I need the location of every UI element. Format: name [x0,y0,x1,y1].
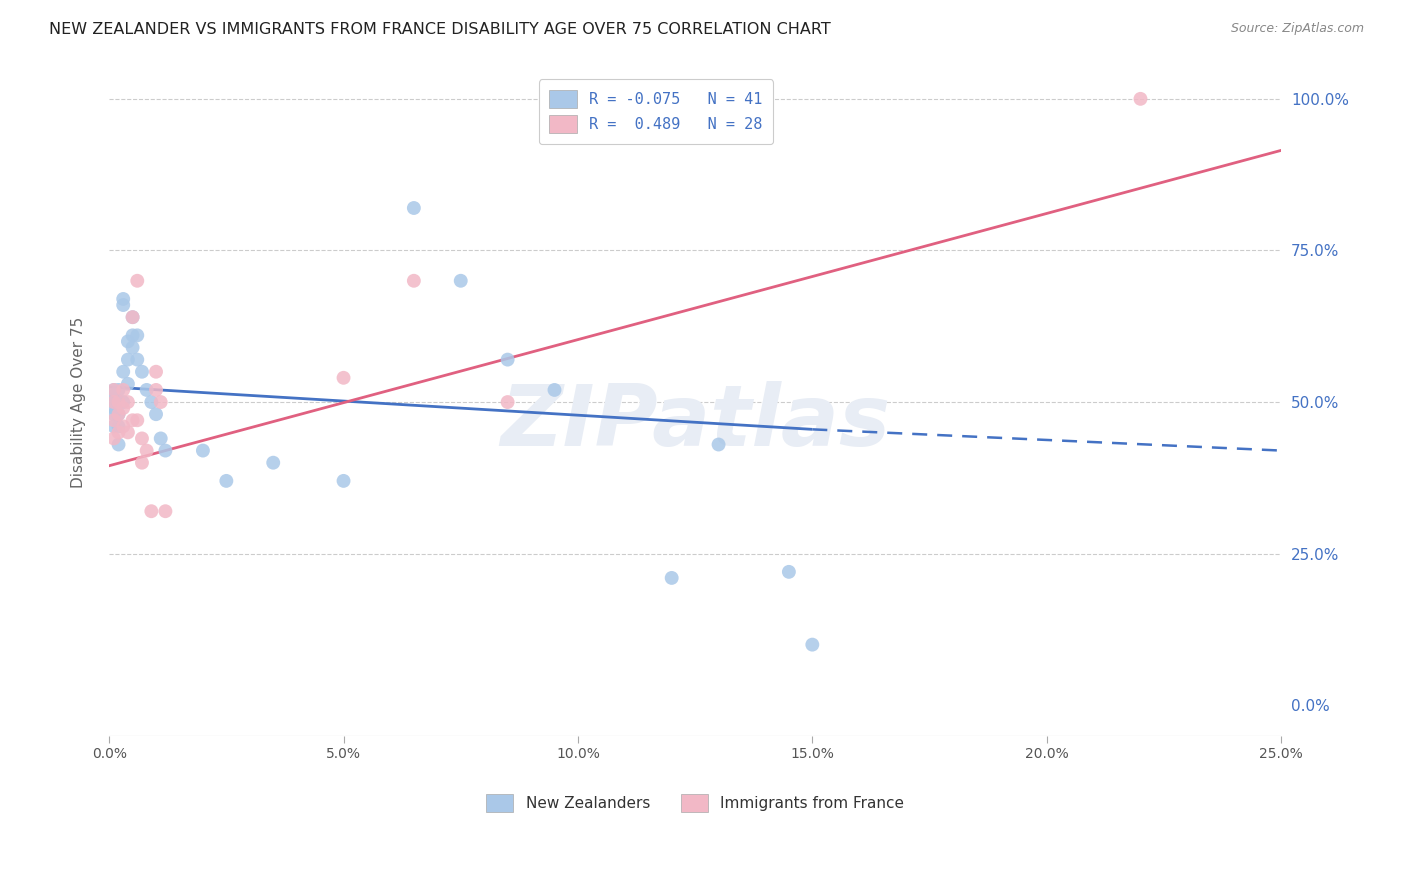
Point [112,383,135,397]
Point [707,437,730,451]
Point [103,383,125,397]
Point [155,504,177,518]
Point [141,395,163,409]
Point [496,395,519,409]
Point [778,565,800,579]
Point [117,334,139,349]
Point [127,413,149,427]
Point [103,432,125,446]
Point [801,638,824,652]
Point [262,456,284,470]
Point [117,376,139,391]
Point [145,407,167,421]
Point [135,443,157,458]
Point [103,419,125,434]
Point [543,383,565,397]
Point [121,341,143,355]
Point [117,395,139,409]
Point [107,425,129,440]
Point [131,432,153,446]
Point [131,365,153,379]
Point [112,298,135,312]
Point [145,365,167,379]
Point [127,328,149,343]
Point [112,365,135,379]
Point [103,395,125,409]
Point [103,401,125,416]
Point [103,413,125,427]
Point [121,413,143,427]
Point [121,328,143,343]
Point [149,432,172,446]
Y-axis label: Disability Age Over 75: Disability Age Over 75 [72,317,86,488]
Point [112,292,135,306]
Point [103,407,125,421]
Point [1129,92,1152,106]
Point [496,352,519,367]
Point [112,395,135,409]
Point [121,310,143,325]
Point [112,401,135,416]
Point [117,352,139,367]
Point [402,274,425,288]
Point [149,395,172,409]
Point [107,437,129,451]
Point [112,419,135,434]
Point [402,201,425,215]
Point [145,383,167,397]
Legend: New Zealanders, Immigrants from France: New Zealanders, Immigrants from France [475,783,915,822]
Point [107,383,129,397]
Point [215,474,238,488]
Text: ZIPatlas: ZIPatlas [501,381,890,464]
Text: NEW ZEALANDER VS IMMIGRANTS FROM FRANCE DISABILITY AGE OVER 75 CORRELATION CHART: NEW ZEALANDER VS IMMIGRANTS FROM FRANCE … [49,22,831,37]
Point [103,383,125,397]
Point [131,456,153,470]
Point [661,571,683,585]
Point [155,443,177,458]
Point [141,504,163,518]
Point [107,419,129,434]
Text: Source: ZipAtlas.com: Source: ZipAtlas.com [1230,22,1364,36]
Point [127,352,149,367]
Point [107,407,129,421]
Point [450,274,472,288]
Point [117,425,139,440]
Point [191,443,214,458]
Point [103,389,125,403]
Point [107,395,129,409]
Point [107,395,129,409]
Point [127,274,149,288]
Point [135,383,157,397]
Point [332,371,354,385]
Point [107,407,129,421]
Point [121,310,143,325]
Point [332,474,354,488]
Point [103,395,125,409]
